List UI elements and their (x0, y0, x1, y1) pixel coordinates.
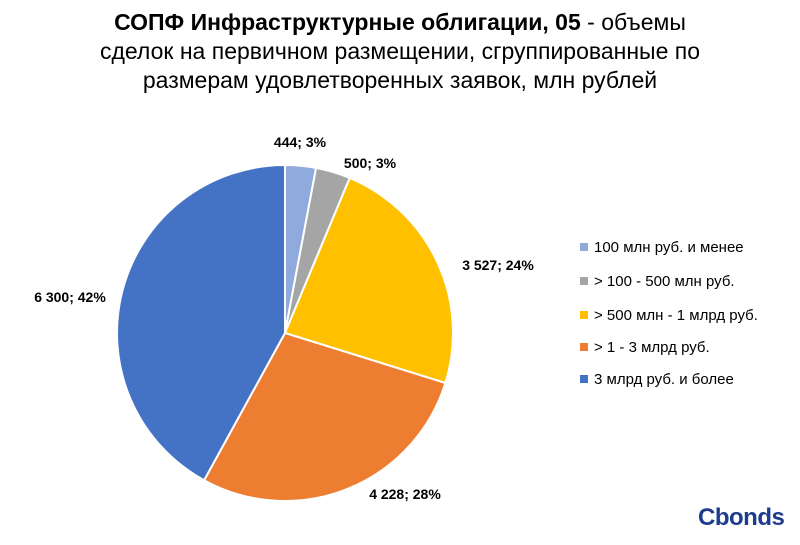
pie-slice-3 (283, 176, 454, 385)
legend-swatch-1 (580, 243, 588, 251)
data-label-5: 6 300; 42% (34, 289, 106, 305)
legend-swatch-4 (580, 343, 588, 351)
legend-entry-2: > 100 - 500 млн руб. (594, 273, 735, 290)
data-label-1: 444; 3% (274, 134, 327, 150)
chart-title-line2: сделок на первичном размещении, сгруппир… (99, 38, 701, 64)
legend-swatch-2 (580, 277, 588, 285)
data-label-4: 4 228; 28% (369, 486, 441, 502)
legend-entry-3: > 500 млн - 1 млрд руб. (594, 307, 758, 324)
legend-entry-5: 3 млрд руб. и более (594, 371, 734, 388)
pie-data-labels: 444; 3% 500; 3% 3 527; 24% 4 228; 28% 6 300;… (34, 134, 534, 502)
cbonds-logo: Cbonds (698, 504, 785, 531)
legend-swatch-3 (580, 311, 588, 319)
pie-slice-4 (202, 331, 447, 502)
legend-entry-1: 100 млн руб. и менее (594, 239, 744, 256)
legend-swatch-5 (580, 375, 588, 383)
pie-slice-5 (116, 163, 286, 482)
chart-title: СОПФ Инфраструктурные облигации, 05 - об… (0, 8, 800, 95)
pie-slices (116, 163, 454, 502)
chart-legend: 100 млн руб. и менее > 100 - 500 млн руб.… (580, 239, 758, 388)
data-label-3: 3 527; 24% (462, 257, 534, 273)
data-label-2: 500; 3% (344, 155, 397, 171)
legend-entry-4: > 1 - 3 млрд руб. (594, 339, 710, 356)
chart-title-bold: СОПФ Инфраструктурные облигации, 05 (114, 9, 581, 35)
chart-title-line3: размерам удовлетворенных заявок, млн руб… (142, 67, 658, 93)
chart-title-rest: - объемы (580, 9, 686, 35)
